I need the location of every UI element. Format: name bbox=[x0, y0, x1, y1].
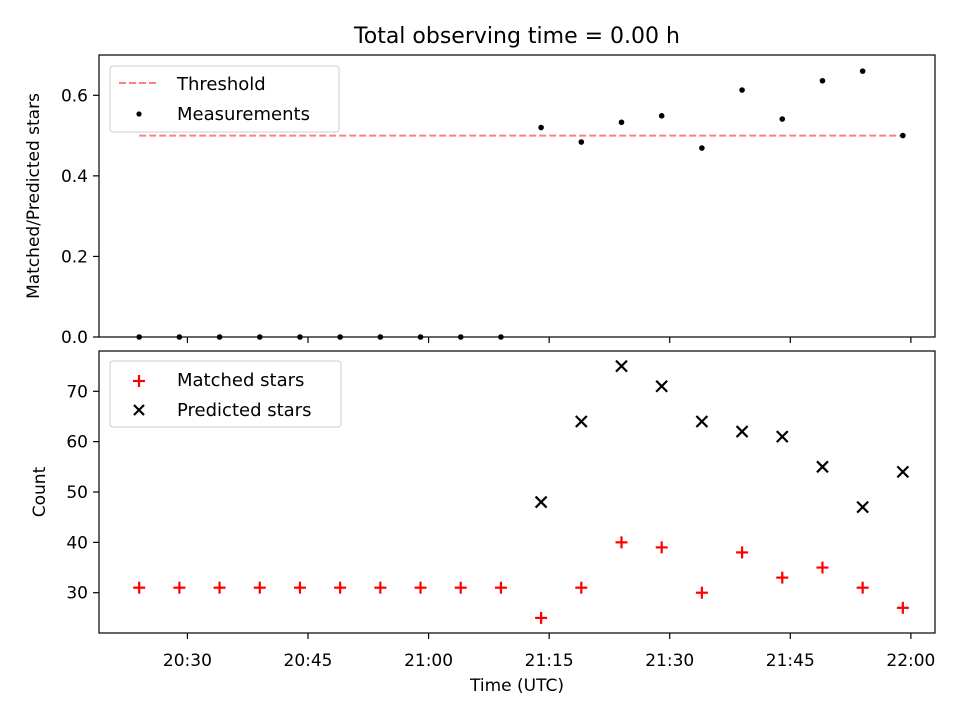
ratio-y-axis-label: Matched/Predicted stars bbox=[24, 93, 44, 299]
ratio-y-tick-label: 0.6 bbox=[61, 86, 88, 106]
predicted-stars-points bbox=[534, 359, 910, 514]
count-x-ticks: 20:30 20:45 21:00 21:15 21:30 21:45 22:00 bbox=[163, 633, 935, 671]
legend-measurement-label: Measurements bbox=[177, 104, 310, 125]
count-y-tick-label: 30 bbox=[66, 584, 88, 604]
count-legend: Matched stars Predicted stars bbox=[109, 360, 342, 428]
matched-star-point bbox=[695, 586, 708, 599]
matched-star-point bbox=[293, 581, 306, 594]
matched-star-point bbox=[575, 581, 588, 594]
measurement-point bbox=[538, 124, 544, 131]
ratio-y-tick-label: 0.4 bbox=[61, 167, 88, 187]
predicted-star-point bbox=[575, 415, 588, 428]
chart-title: Total observing time = 0.00 h bbox=[353, 24, 680, 49]
count-y-ticks: 30 40 50 60 70 bbox=[66, 382, 99, 604]
predicted-star-point bbox=[735, 425, 749, 438]
measurement-point bbox=[900, 132, 906, 139]
predicted-star-point bbox=[775, 430, 789, 443]
matched-star-point bbox=[414, 581, 427, 594]
matched-star-point bbox=[374, 581, 387, 594]
measurement-point bbox=[819, 77, 826, 84]
x-tick-label: 21:15 bbox=[525, 651, 574, 671]
ratio-y-ticks: 0.0 0.2 0.4 0.6 bbox=[61, 86, 99, 348]
measurement-point bbox=[859, 68, 866, 74]
legend-matched-label: Matched stars bbox=[177, 370, 304, 391]
x-tick-label: 20:30 bbox=[163, 651, 212, 671]
matched-star-point bbox=[334, 581, 347, 594]
ratio-axes-frame bbox=[98, 54, 936, 338]
matched-star-point bbox=[133, 581, 146, 594]
matched-star-point bbox=[896, 601, 909, 614]
x-tick-label: 20:45 bbox=[284, 651, 333, 671]
ratio-x-tick-marks bbox=[186, 337, 912, 343]
measurement-point bbox=[699, 145, 705, 151]
count-y-tick-label: 40 bbox=[66, 533, 88, 553]
predicted-star-point bbox=[534, 495, 548, 509]
count-panel: 30 40 50 60 70 20:30 20:45 21:00 21:15 21:30 21:4… bbox=[30, 350, 936, 696]
ratio-legend-box bbox=[109, 65, 340, 133]
matched-star-point bbox=[655, 541, 668, 554]
count-y-tick-label: 50 bbox=[66, 483, 88, 503]
matched-star-point bbox=[776, 571, 789, 584]
matched-star-point bbox=[736, 546, 749, 559]
matched-star-point bbox=[253, 581, 266, 594]
matched-stars-points bbox=[133, 536, 909, 624]
predicted-star-point bbox=[856, 500, 869, 514]
count-y-axis-label: Count bbox=[30, 466, 50, 517]
x-axis-label: Time (UTC) bbox=[469, 676, 564, 696]
matched-star-point bbox=[494, 581, 507, 594]
ratio-y-tick-label: 0.2 bbox=[61, 247, 88, 267]
legend-matched-swatch bbox=[133, 375, 145, 387]
measurement-point bbox=[578, 139, 585, 145]
count-legend-box bbox=[109, 360, 342, 428]
x-tick-label: 21:45 bbox=[766, 651, 815, 671]
matched-star-point bbox=[454, 581, 467, 594]
matched-star-point bbox=[173, 581, 186, 594]
x-tick-label: 22:00 bbox=[886, 651, 935, 671]
ratio-y-tick-label: 0.0 bbox=[61, 328, 88, 348]
measurement-point bbox=[618, 119, 625, 126]
matched-star-point bbox=[535, 611, 548, 624]
predicted-star-point bbox=[695, 415, 709, 428]
predicted-star-point bbox=[816, 460, 829, 474]
count-y-tick-label: 70 bbox=[66, 382, 88, 402]
matched-star-point bbox=[615, 536, 628, 549]
measurement-point bbox=[739, 87, 745, 93]
ratio-panel: 0.0 0.2 0.4 0.6 Matched/Predicted stars Thr… bbox=[24, 54, 936, 348]
measurement-point bbox=[658, 113, 665, 119]
matched-star-point bbox=[213, 581, 226, 594]
count-axes-frame bbox=[98, 350, 936, 634]
predicted-star-point bbox=[655, 379, 668, 393]
predicted-star-point bbox=[615, 359, 628, 373]
x-tick-label: 21:00 bbox=[404, 651, 453, 671]
legend-threshold-label: Threshold bbox=[176, 74, 266, 95]
legend-measurement-swatch bbox=[136, 111, 142, 117]
predicted-star-point bbox=[896, 465, 910, 479]
ratio-legend: Threshold Measurements bbox=[109, 65, 340, 133]
matched-star-point bbox=[816, 561, 829, 574]
x-tick-label: 21:30 bbox=[645, 651, 694, 671]
matched-star-point bbox=[856, 581, 869, 594]
measurement-point bbox=[779, 116, 786, 122]
count-y-tick-label: 60 bbox=[66, 433, 88, 453]
legend-predicted-swatch bbox=[133, 404, 145, 416]
legend-predicted-label: Predicted stars bbox=[177, 400, 311, 421]
